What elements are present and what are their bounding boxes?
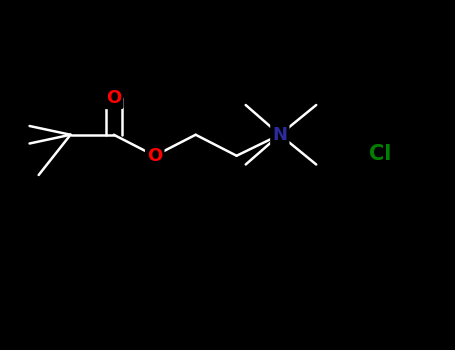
- Text: N: N: [273, 126, 287, 144]
- Text: O: O: [147, 147, 162, 165]
- Text: O: O: [106, 89, 121, 107]
- Text: Cl: Cl: [369, 144, 391, 164]
